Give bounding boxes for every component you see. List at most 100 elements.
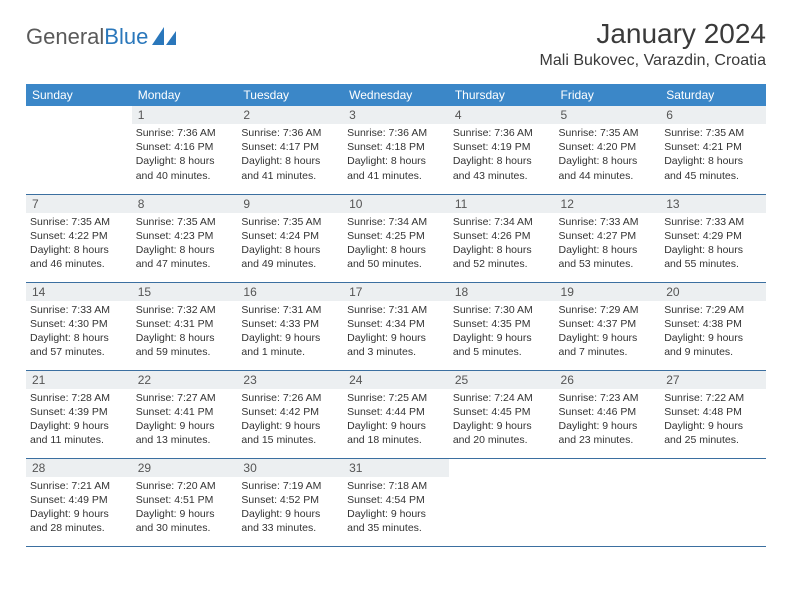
day-info: Sunrise: 7:35 AMSunset: 4:22 PMDaylight:… (26, 213, 132, 276)
day-info: Sunrise: 7:33 AMSunset: 4:27 PMDaylight:… (555, 213, 661, 276)
daylight-text: Daylight: 9 hours and 20 minutes. (453, 419, 551, 447)
calendar-day-cell: 11Sunrise: 7:34 AMSunset: 4:26 PMDayligh… (449, 194, 555, 282)
sunset-text: Sunset: 4:45 PM (453, 405, 551, 419)
day-number: 15 (132, 283, 238, 301)
sunset-text: Sunset: 4:22 PM (30, 229, 128, 243)
logo-sail-icon (152, 27, 178, 47)
sunset-text: Sunset: 4:48 PM (664, 405, 762, 419)
sunset-text: Sunset: 4:46 PM (559, 405, 657, 419)
daylight-text: Daylight: 8 hours and 41 minutes. (347, 154, 445, 182)
day-number: 21 (26, 371, 132, 389)
daylight-text: Daylight: 8 hours and 40 minutes. (136, 154, 234, 182)
day-info: Sunrise: 7:36 AMSunset: 4:16 PMDaylight:… (132, 124, 238, 187)
daylight-text: Daylight: 8 hours and 46 minutes. (30, 243, 128, 271)
day-number: 17 (343, 283, 449, 301)
sunrise-text: Sunrise: 7:35 AM (136, 215, 234, 229)
sunrise-text: Sunrise: 7:35 AM (664, 126, 762, 140)
calendar-day-cell: 10Sunrise: 7:34 AMSunset: 4:25 PMDayligh… (343, 194, 449, 282)
sunrise-text: Sunrise: 7:28 AM (30, 391, 128, 405)
calendar-day-cell: 7Sunrise: 7:35 AMSunset: 4:22 PMDaylight… (26, 194, 132, 282)
day-info: Sunrise: 7:36 AMSunset: 4:17 PMDaylight:… (237, 124, 343, 187)
day-info: Sunrise: 7:23 AMSunset: 4:46 PMDaylight:… (555, 389, 661, 452)
daylight-text: Daylight: 9 hours and 1 minute. (241, 331, 339, 359)
day-number: 26 (555, 371, 661, 389)
calendar-week-row: 14Sunrise: 7:33 AMSunset: 4:30 PMDayligh… (26, 282, 766, 370)
sunrise-text: Sunrise: 7:27 AM (136, 391, 234, 405)
sunset-text: Sunset: 4:29 PM (664, 229, 762, 243)
location: Mali Bukovec, Varazdin, Croatia (540, 52, 766, 70)
day-number: 31 (343, 459, 449, 477)
daylight-text: Daylight: 9 hours and 15 minutes. (241, 419, 339, 447)
sunrise-text: Sunrise: 7:33 AM (30, 303, 128, 317)
sunrise-text: Sunrise: 7:24 AM (453, 391, 551, 405)
logo-text-blue: Blue (104, 24, 148, 50)
calendar-day-cell: 17Sunrise: 7:31 AMSunset: 4:34 PMDayligh… (343, 282, 449, 370)
daylight-text: Daylight: 8 hours and 59 minutes. (136, 331, 234, 359)
daylight-text: Daylight: 8 hours and 52 minutes. (453, 243, 551, 271)
calendar-day-cell: 14Sunrise: 7:33 AMSunset: 4:30 PMDayligh… (26, 282, 132, 370)
sunset-text: Sunset: 4:20 PM (559, 140, 657, 154)
day-info: Sunrise: 7:18 AMSunset: 4:54 PMDaylight:… (343, 477, 449, 540)
daylight-text: Daylight: 8 hours and 47 minutes. (136, 243, 234, 271)
day-info: Sunrise: 7:34 AMSunset: 4:26 PMDaylight:… (449, 213, 555, 276)
day-info: Sunrise: 7:28 AMSunset: 4:39 PMDaylight:… (26, 389, 132, 452)
calendar-day-cell: 15Sunrise: 7:32 AMSunset: 4:31 PMDayligh… (132, 282, 238, 370)
sunset-text: Sunset: 4:54 PM (347, 493, 445, 507)
sunrise-text: Sunrise: 7:34 AM (453, 215, 551, 229)
daylight-text: Daylight: 8 hours and 55 minutes. (664, 243, 762, 271)
logo: GeneralBlue (26, 24, 178, 50)
daylight-text: Daylight: 8 hours and 43 minutes. (453, 154, 551, 182)
day-info: Sunrise: 7:20 AMSunset: 4:51 PMDaylight:… (132, 477, 238, 540)
weekday-header: Monday (132, 84, 238, 106)
day-number (555, 459, 661, 463)
day-number: 10 (343, 195, 449, 213)
month-title: January 2024 (540, 18, 766, 50)
sunrise-text: Sunrise: 7:36 AM (453, 126, 551, 140)
day-number: 20 (660, 283, 766, 301)
sunrise-text: Sunrise: 7:29 AM (559, 303, 657, 317)
weekday-header: Saturday (660, 84, 766, 106)
calendar-day-cell: 8Sunrise: 7:35 AMSunset: 4:23 PMDaylight… (132, 194, 238, 282)
sunset-text: Sunset: 4:18 PM (347, 140, 445, 154)
daylight-text: Daylight: 9 hours and 11 minutes. (30, 419, 128, 447)
weekday-header: Sunday (26, 84, 132, 106)
calendar-day-cell: 27Sunrise: 7:22 AMSunset: 4:48 PMDayligh… (660, 370, 766, 458)
day-info: Sunrise: 7:31 AMSunset: 4:33 PMDaylight:… (237, 301, 343, 364)
calendar-day-cell (660, 458, 766, 546)
calendar-day-cell: 26Sunrise: 7:23 AMSunset: 4:46 PMDayligh… (555, 370, 661, 458)
sunset-text: Sunset: 4:30 PM (30, 317, 128, 331)
sunrise-text: Sunrise: 7:36 AM (136, 126, 234, 140)
day-number: 11 (449, 195, 555, 213)
day-number (449, 459, 555, 463)
sunset-text: Sunset: 4:52 PM (241, 493, 339, 507)
calendar-day-cell: 22Sunrise: 7:27 AMSunset: 4:41 PMDayligh… (132, 370, 238, 458)
day-info: Sunrise: 7:27 AMSunset: 4:41 PMDaylight:… (132, 389, 238, 452)
daylight-text: Daylight: 9 hours and 5 minutes. (453, 331, 551, 359)
sunset-text: Sunset: 4:16 PM (136, 140, 234, 154)
calendar-day-cell: 24Sunrise: 7:25 AMSunset: 4:44 PMDayligh… (343, 370, 449, 458)
sunrise-text: Sunrise: 7:21 AM (30, 479, 128, 493)
sunset-text: Sunset: 4:51 PM (136, 493, 234, 507)
day-number: 5 (555, 106, 661, 124)
day-number: 29 (132, 459, 238, 477)
calendar-day-cell (449, 458, 555, 546)
daylight-text: Daylight: 8 hours and 49 minutes. (241, 243, 339, 271)
sunrise-text: Sunrise: 7:34 AM (347, 215, 445, 229)
sunrise-text: Sunrise: 7:33 AM (664, 215, 762, 229)
sunrise-text: Sunrise: 7:35 AM (241, 215, 339, 229)
daylight-text: Daylight: 8 hours and 53 minutes. (559, 243, 657, 271)
sunrise-text: Sunrise: 7:35 AM (559, 126, 657, 140)
sunset-text: Sunset: 4:37 PM (559, 317, 657, 331)
sunset-text: Sunset: 4:34 PM (347, 317, 445, 331)
calendar-day-cell: 2Sunrise: 7:36 AMSunset: 4:17 PMDaylight… (237, 106, 343, 194)
sunrise-text: Sunrise: 7:36 AM (241, 126, 339, 140)
day-info: Sunrise: 7:29 AMSunset: 4:37 PMDaylight:… (555, 301, 661, 364)
sunrise-text: Sunrise: 7:31 AM (241, 303, 339, 317)
sunrise-text: Sunrise: 7:30 AM (453, 303, 551, 317)
day-info: Sunrise: 7:25 AMSunset: 4:44 PMDaylight:… (343, 389, 449, 452)
daylight-text: Daylight: 8 hours and 41 minutes. (241, 154, 339, 182)
weekday-header: Thursday (449, 84, 555, 106)
day-number: 18 (449, 283, 555, 301)
weekday-header: Tuesday (237, 84, 343, 106)
day-number (660, 459, 766, 463)
